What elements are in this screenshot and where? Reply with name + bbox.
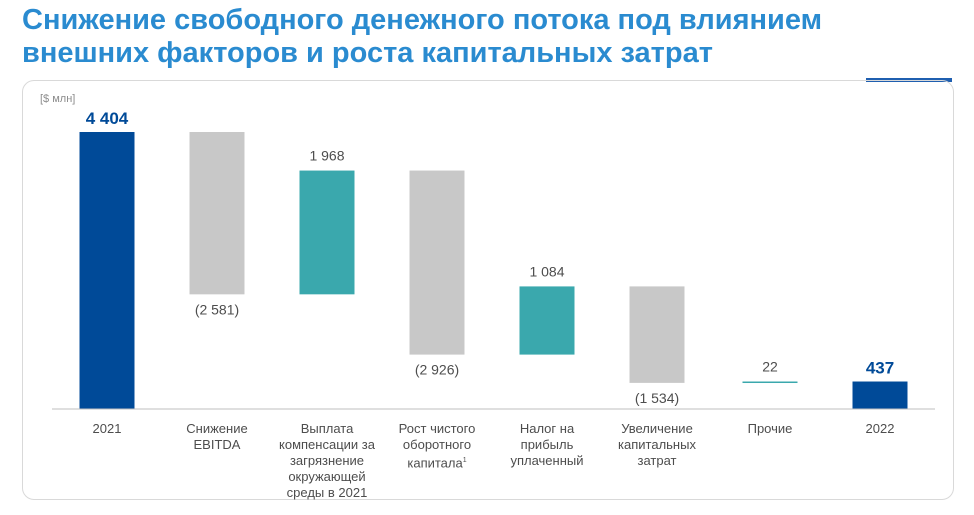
bar-1 (79, 132, 135, 409)
category-label-2: Снижение EBITDA (186, 421, 248, 452)
category-label-7: Прочие (747, 421, 793, 436)
category-label-8: 2022 (865, 421, 895, 436)
category-label-4: Рост чистого оборотного капитала1 (398, 421, 476, 471)
data-label-5: 1 084 (529, 263, 564, 279)
bar-6 (629, 286, 685, 383)
category-label-3: Выплата компенсации за загрязнение окруж… (279, 421, 375, 500)
bar-7 (742, 381, 798, 384)
data-label-1: 4 404 (86, 109, 129, 128)
data-label-3: 1 968 (309, 148, 344, 164)
category-label-6: Увеличение капитальных затрат (618, 421, 696, 468)
data-label-6: (1 534) (635, 390, 679, 406)
data-label-7: 22 (762, 359, 778, 375)
data-label-2: (2 581) (195, 301, 239, 317)
bar-8 (852, 381, 908, 409)
data-label-8: 437 (866, 359, 894, 378)
bar-3 (299, 170, 355, 295)
bar-2 (189, 132, 245, 295)
category-label-1: 2021 (92, 421, 122, 436)
bar-4 (409, 170, 465, 355)
chart-frame (22, 80, 954, 500)
unit-label: [$ млн] (40, 93, 76, 105)
page-title: Снижение свободного денежного потока под… (22, 4, 823, 69)
data-label-4: (2 926) (415, 362, 459, 378)
bar-5 (519, 286, 575, 355)
category-label-5: Налог на прибыль уплаченный (510, 421, 584, 468)
footnote-marker: 1 (462, 457, 467, 464)
